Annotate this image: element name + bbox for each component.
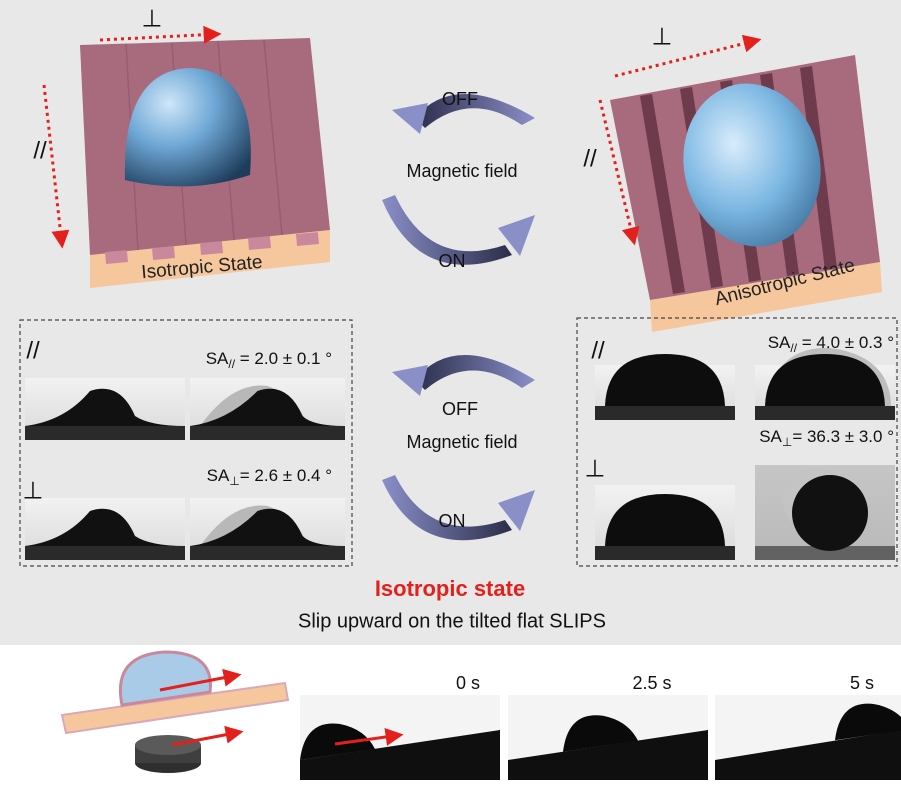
droplet-photo (755, 465, 895, 560)
droplet (25, 508, 185, 546)
sa-subscript: ⊥ (782, 435, 792, 449)
time-frames (300, 695, 901, 780)
droplet (605, 354, 725, 406)
substrate (755, 406, 895, 420)
perpendicular-symbol: ⊥ (652, 23, 673, 50)
droplet (605, 494, 725, 546)
droplet-photos (25, 347, 895, 560)
droplet-photo (190, 498, 345, 560)
droplet-photo (595, 485, 735, 560)
droplet (190, 388, 345, 426)
perpendicular-symbol: ⊥ (585, 455, 606, 482)
off-label: OFF (442, 89, 478, 109)
substrate (25, 546, 185, 560)
droplet-photo (190, 378, 345, 440)
substrate (25, 426, 185, 440)
substrate (190, 546, 345, 560)
droplet-photo (25, 498, 185, 560)
isotropic-slab (80, 38, 330, 288)
perpendicular-symbol: ⊥ (23, 477, 44, 504)
field-label: Magnetic field (406, 161, 517, 181)
tilted-substrate (715, 730, 901, 780)
droplet (792, 475, 868, 551)
time-label: 0 s (456, 673, 480, 693)
sa-value: = 36.3 ± 3.0 ° (792, 427, 894, 446)
droplet (563, 715, 638, 752)
droplet (190, 508, 345, 546)
sa-value: = 4.0 ± 0.3 ° (797, 333, 894, 352)
sa-prefix: SA (206, 349, 229, 368)
sa-subscript: ⊥ (229, 474, 239, 488)
substrate (595, 546, 735, 560)
time-frame (715, 695, 901, 780)
red-arrow (334, 728, 404, 746)
time-frame (300, 695, 500, 780)
droplet (765, 354, 885, 406)
sliding-angle: SA// = 4.0 ± 0.3 ° (768, 333, 894, 355)
parallel-symbol: // (591, 337, 605, 364)
tilted-substrate (300, 730, 500, 780)
droplet-photo (25, 378, 185, 440)
anisotropic-slab (610, 55, 882, 332)
substrate (595, 406, 735, 420)
parallel-symbol: // (583, 145, 597, 172)
sliding-angle: SA⊥= 36.3 ± 3.0 ° (759, 427, 894, 449)
parallel-symbol: // (33, 137, 47, 164)
sa-value: = 2.6 ± 0.4 ° (240, 466, 332, 485)
sa-prefix: SA (768, 333, 791, 352)
red-arrow (598, 99, 640, 246)
droplet-photo (595, 354, 735, 420)
sliding-angle: SA// = 2.0 ± 0.1 ° (206, 349, 332, 371)
droplet (25, 388, 185, 426)
on-label: ON (439, 511, 466, 531)
dashed-box (19, 319, 353, 567)
section-title: Isotropic state (375, 576, 525, 601)
sa-subscript: // (228, 357, 235, 371)
parallel-symbol: // (26, 337, 40, 364)
field-label: Magnetic field (406, 432, 517, 452)
droplet-photo (755, 347, 895, 420)
on-label: ON (439, 251, 466, 271)
switch-arrows (382, 355, 535, 541)
substrate (190, 426, 345, 440)
sa-prefix: SA (759, 427, 782, 446)
time-frame (508, 695, 708, 780)
tilted-substrate (508, 730, 708, 780)
sa-value: = 2.0 ± 0.1 ° (235, 349, 332, 368)
sliding-angle: SA⊥= 2.6 ± 0.4 ° (207, 466, 332, 488)
droplet (835, 703, 901, 741)
off-label: OFF (442, 399, 478, 419)
red-arrow (42, 84, 70, 249)
sa-prefix: SA (207, 466, 230, 485)
dashed-box (576, 317, 898, 567)
droplet (300, 723, 375, 760)
sa-subscript: // (790, 341, 797, 355)
section-subtitle: Slip upward on the tilted flat SLIPS (298, 610, 606, 632)
time-label: 2.5 s (632, 673, 671, 693)
perpendicular-symbol: ⊥ (142, 5, 163, 32)
time-label: 5 s (850, 673, 874, 693)
switch-arrows (382, 94, 535, 265)
slip-schematic (60, 650, 290, 773)
red-arrow (99, 25, 222, 44)
